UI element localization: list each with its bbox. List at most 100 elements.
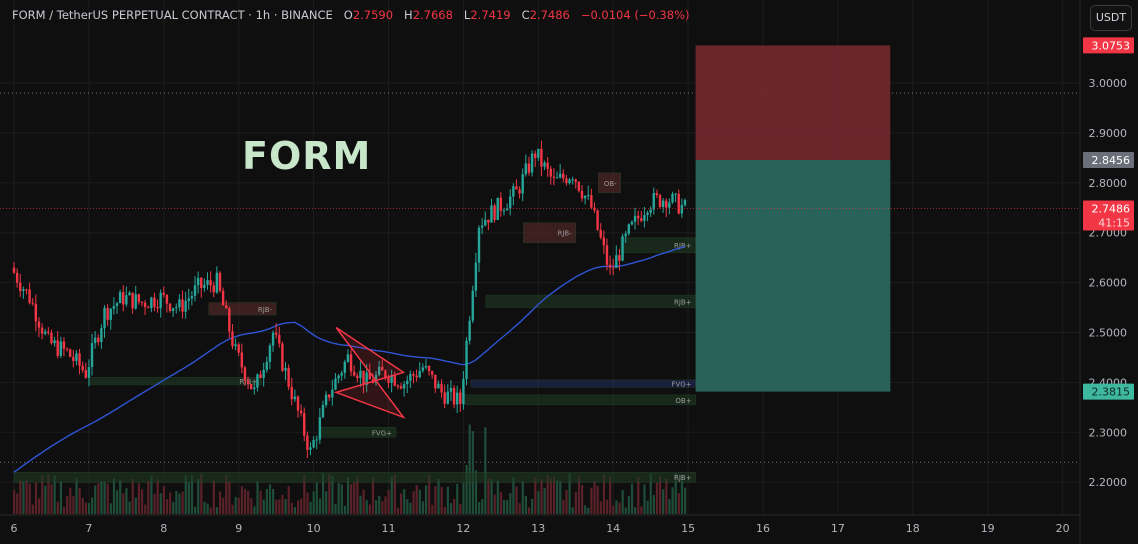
volume-bar [424,485,428,514]
candle-body [106,307,109,320]
candle-body [487,219,490,223]
candle-body [580,190,584,199]
volume-bar [615,500,618,514]
volume-bar [587,507,590,514]
candle-body [621,236,624,261]
volume-bar [652,495,655,514]
volume-bar [506,500,509,514]
candle-body [368,372,371,380]
volume-bar [106,483,109,514]
volume-bar [428,475,431,514]
candle-body [15,272,19,283]
candle-body [424,365,428,368]
candle-body [134,294,137,309]
volume-bar [165,499,169,514]
volume-bar [524,495,528,514]
candle-body [562,173,565,179]
symbol-legend: FORM / TetherUS PERPETUAL CONTRACT · 1h … [12,8,689,22]
volume-bar [453,498,456,514]
volume-bar [172,501,175,514]
candle-body [396,385,400,387]
candle-body [215,272,219,293]
volume-bar [72,496,75,514]
volume-bar [540,479,543,514]
high-label: H [404,8,413,22]
candle-body [496,197,499,220]
volume-bar [353,482,356,514]
volume-bar [662,489,665,514]
volume-bar [293,507,297,514]
volume-bar [137,483,141,514]
volume-bar [640,506,643,514]
candle-body [349,354,353,372]
candle-body [583,195,587,199]
candle-body [303,413,306,436]
candle-body [568,179,571,184]
volume-bar [680,474,684,514]
candle-body [75,353,78,361]
candle-body [683,200,687,206]
candle-body [246,380,250,385]
candle-body [674,193,677,195]
zone-box [523,222,577,243]
y-tick-label: 2.6000 [1089,277,1128,290]
candle-body [159,292,162,309]
y-tick-label: 2.8000 [1089,177,1128,190]
volume-bar [549,478,552,514]
volume-bar [434,486,437,514]
candle-body [284,367,287,371]
candle-body [274,332,278,335]
volume-bar [13,490,16,514]
volume-bar [296,500,300,514]
candle-body [212,285,215,293]
candle-body [221,290,225,306]
volume-bar [559,481,562,514]
candle-body [278,334,281,344]
candle-body [577,181,581,191]
candle-body [630,221,634,225]
candle-body [468,320,471,341]
volume-bar [259,490,262,514]
candle-body [512,186,515,197]
candle-body [646,212,649,216]
volume-bar [568,473,571,514]
candle-body [381,366,384,371]
volume-bar [649,473,652,514]
candle-body [268,345,272,362]
volume-bar [184,474,187,514]
volume-bar [222,497,225,514]
y-tick-label: 2.9000 [1089,127,1128,140]
target-price-tag-bg [1083,37,1134,54]
volume-bar [630,483,634,514]
candle-body [162,292,165,295]
volume-bar [556,479,559,514]
last-price-tag: 2.7486 [1092,202,1131,215]
candle-body [615,255,618,269]
target-price-tag: 3.0753 [1092,39,1131,52]
volume-bar [100,480,103,514]
candle-body [321,405,325,418]
candle-body [19,282,22,292]
candle-body [636,215,640,219]
volume-bar [44,485,47,514]
volume-bar [234,496,237,514]
volume-bar [194,506,197,514]
candle-body [200,277,203,288]
candle-body [527,163,531,173]
candle-body [427,365,431,372]
candle-body [677,193,680,214]
volume-bar [78,488,81,514]
candle-body [455,392,459,405]
volume-bar [272,488,275,514]
volume-bar [421,501,425,514]
candle-body [493,205,496,220]
candle-body [234,344,237,347]
currency-button[interactable]: USDT [1090,5,1132,31]
candle-body [352,371,356,376]
volume-bar [365,500,368,514]
candle-body [546,162,549,169]
candle-body [109,308,112,320]
volume-bar [605,499,609,514]
volume-bar [378,495,381,514]
